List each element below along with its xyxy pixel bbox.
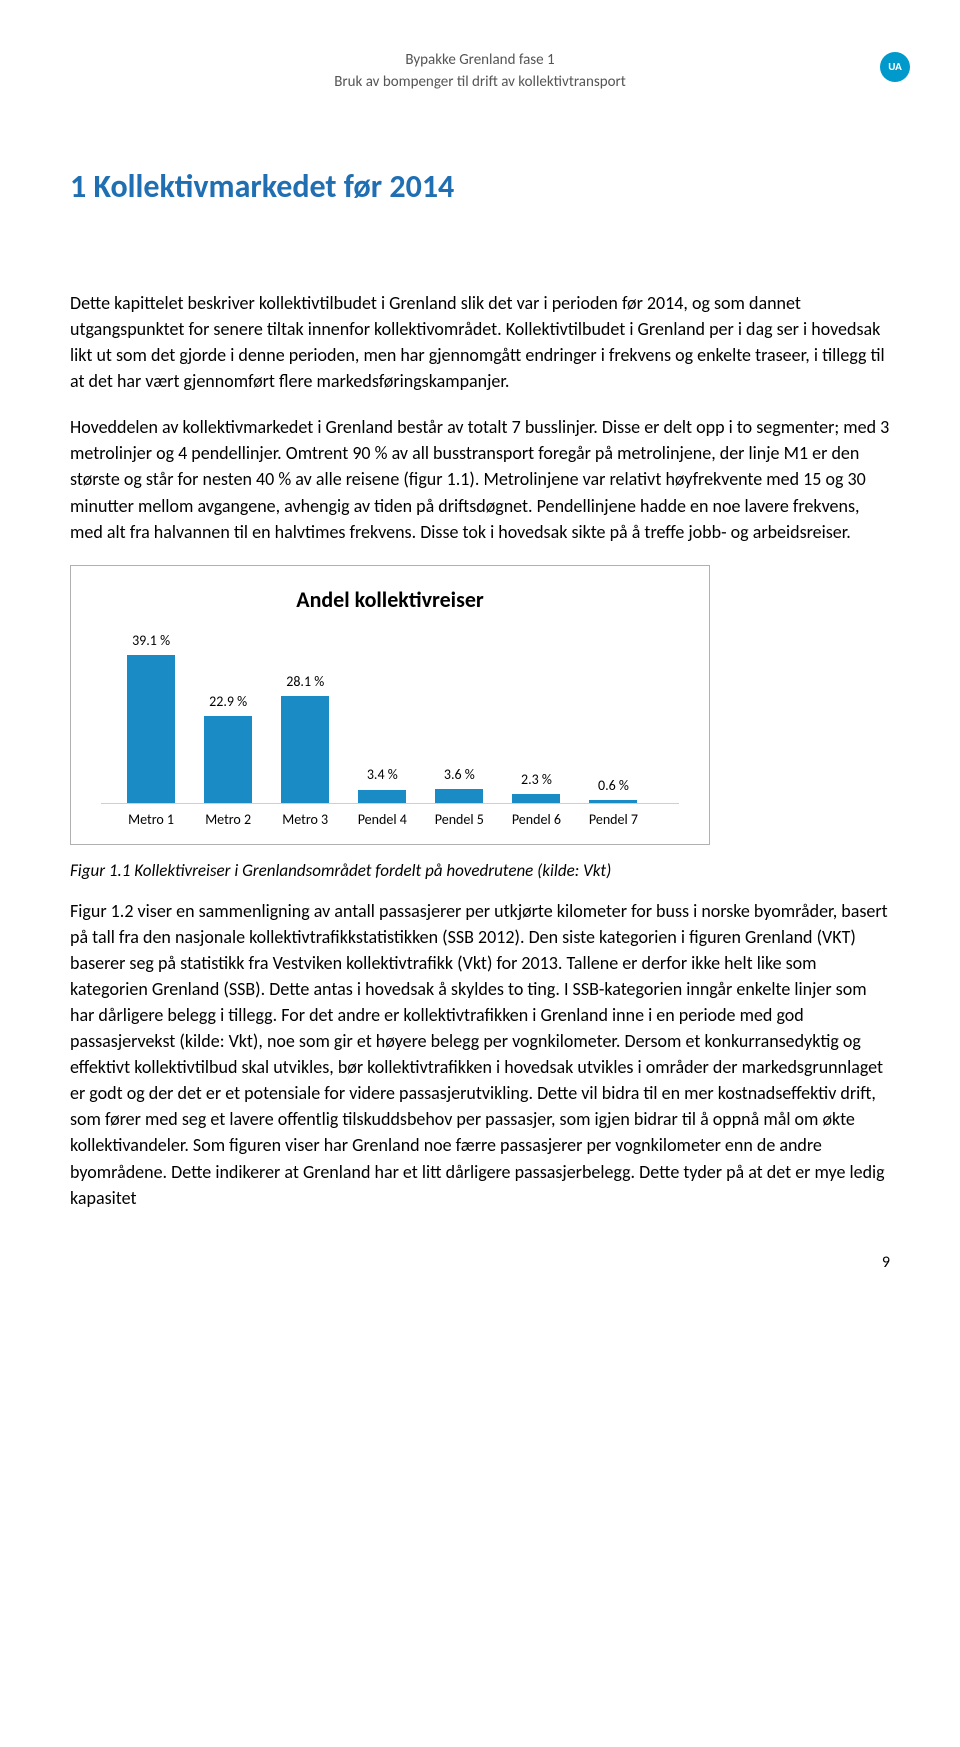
ua-badge-icon: UA [880, 52, 910, 82]
paragraph-1: Dette kapittelet beskriver kollektivtilb… [70, 290, 890, 394]
figure-caption: Figur 1.1 Kollektivreiser i Grenlandsomr… [70, 859, 890, 884]
page-header: Bypakke Grenland fase 1 Bruk av bompenge… [70, 50, 890, 94]
page-number: 9 [70, 1251, 890, 1274]
chart-bar-rect [281, 696, 329, 802]
chart-x-tick: Metro 2 [190, 810, 267, 830]
chart-bar: 3.6 % [421, 789, 498, 803]
chart-bar-rect [127, 655, 175, 803]
chart-bar-rect [358, 790, 406, 803]
chart-bar-value-label: 22.9 % [190, 692, 267, 712]
header-line-1: Bypakke Grenland fase 1 [70, 50, 890, 72]
chart-bar-value-label: 3.4 % [344, 765, 421, 785]
chart-bar: 28.1 % [267, 696, 344, 802]
chart-bar-rect [589, 800, 637, 802]
header-line-2: Bruk av bompenger til drift av kollektiv… [70, 72, 890, 94]
chart-x-axis: Metro 1Metro 2Metro 3Pendel 4Pendel 5Pen… [101, 810, 679, 830]
chart-plot-area: 39.1 %22.9 %28.1 %3.4 %3.6 %2.3 %0.6 % [101, 634, 679, 804]
chart-x-tick: Pendel 4 [344, 810, 421, 830]
bar-chart: Andel kollektivreiser 39.1 %22.9 %28.1 %… [70, 565, 710, 845]
chart-bar-rect [435, 789, 483, 803]
chart-x-tick: Pendel 5 [421, 810, 498, 830]
chart-bar-value-label: 2.3 % [498, 770, 575, 790]
chart-bar-value-label: 3.6 % [421, 765, 498, 785]
chart-bar: 3.4 % [344, 790, 421, 803]
chart-bar: 0.6 % [575, 800, 652, 802]
chart-bar-rect [512, 794, 560, 803]
chart-bar-rect [204, 716, 252, 803]
chart-bar: 22.9 % [190, 716, 267, 803]
chart-bar-value-label: 39.1 % [113, 631, 190, 651]
chart-x-tick: Metro 3 [267, 810, 344, 830]
chart-x-tick: Metro 1 [113, 810, 190, 830]
chart-x-tick: Pendel 7 [575, 810, 652, 830]
chart-bar-value-label: 0.6 % [575, 776, 652, 796]
chart-bar: 2.3 % [498, 794, 575, 803]
paragraph-2: Hoveddelen av kollektivmarkedet i Grenla… [70, 414, 890, 544]
paragraph-3: Figur 1.2 viser en sammenligning av anta… [70, 898, 890, 1211]
chart-title: Andel kollektivreiser [101, 584, 679, 616]
section-heading: 1 Kollektivmarkedet før 2014 [70, 164, 890, 210]
chart-bar-value-label: 28.1 % [267, 672, 344, 692]
chart-x-tick: Pendel 6 [498, 810, 575, 830]
chart-bar: 39.1 % [113, 655, 190, 803]
